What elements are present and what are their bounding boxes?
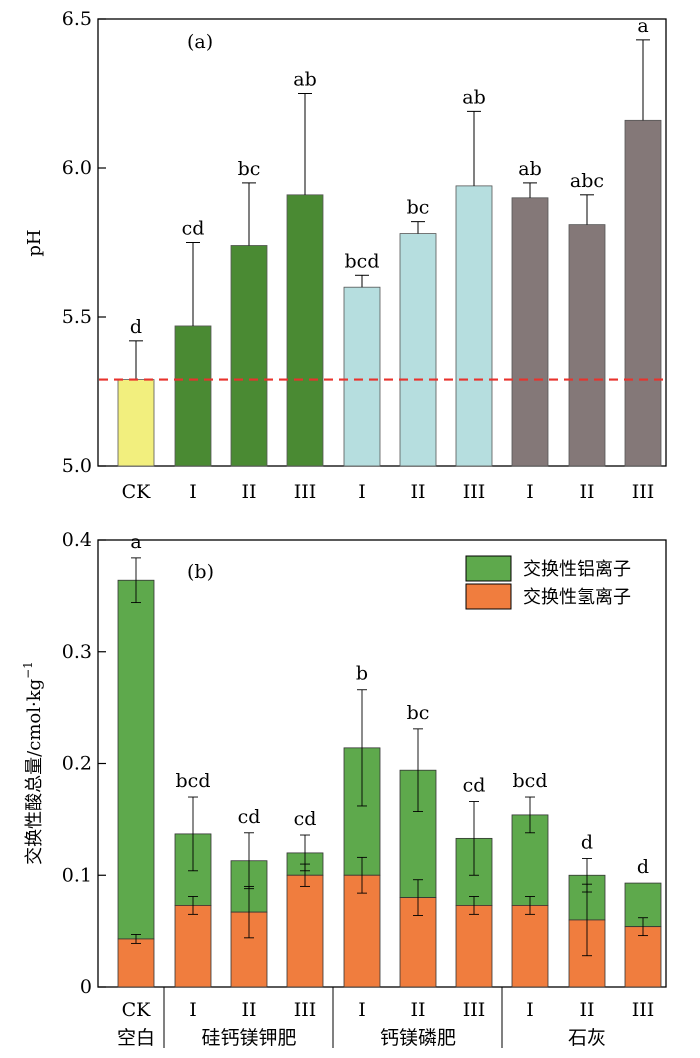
panel-a-x-labels: CK I II III I II III I II III (122, 481, 655, 503)
bar-h (286, 874, 324, 988)
significance-label: a (637, 15, 648, 37)
significance-label: bc (407, 702, 430, 724)
bar (286, 194, 324, 467)
bar (511, 197, 549, 467)
panel-a-y-ticks: 5.0 5.5 6.0 6.5 (62, 8, 106, 477)
significance-label: bcd (513, 770, 548, 792)
significance-label: b (356, 663, 368, 685)
y-tick-label: 5.0 (62, 455, 92, 477)
significance-label: cd (238, 806, 261, 828)
significance-label: ab (518, 158, 542, 180)
significance-label: d (637, 856, 649, 878)
panel-a-tag: (a) (187, 31, 213, 53)
x-tick-label: II (241, 481, 256, 503)
bar (399, 233, 437, 467)
x-tick-label: III (632, 481, 655, 503)
significance-label: cd (294, 808, 317, 830)
x-tick-label: III (463, 481, 486, 503)
legend-swatch-al (465, 555, 512, 582)
bar-h (455, 905, 493, 988)
significance-label: bcd (176, 770, 211, 792)
bar-h (511, 905, 549, 988)
bar (117, 379, 155, 467)
legend-label-al: 交换性铝离子 (523, 559, 631, 580)
bar (624, 119, 662, 467)
x-tick-label: II (579, 481, 594, 503)
y-tick-label: 6.0 (62, 157, 92, 179)
panel-b-tag: (b) (187, 561, 214, 583)
x-tick-label: II (579, 999, 594, 1021)
significance-label: d (581, 831, 593, 853)
significance-label: cd (463, 774, 486, 796)
x-tick-label: III (294, 999, 317, 1021)
significance-label: ab (293, 69, 317, 91)
x-tick-label: I (358, 999, 366, 1021)
bar-h (624, 926, 662, 988)
bar-h (174, 905, 212, 988)
panel-b-legend: 交换性铝离子 交换性氢离子 (465, 555, 631, 610)
x-tick-label: III (463, 999, 486, 1021)
x-tick-label: CK (122, 481, 152, 503)
group-label: 钙镁磷肥 (380, 1027, 456, 1049)
x-tick-label: II (410, 481, 425, 503)
significance-label: a (130, 531, 141, 553)
x-tick-label: III (294, 481, 317, 503)
bar (174, 325, 212, 467)
significance-label: bc (407, 197, 430, 219)
group-label: 硅钙镁钾肥 (201, 1027, 296, 1049)
panel-b-ylabel-sup: −1 (21, 661, 35, 679)
panel-a-ylabel: pH (24, 229, 45, 256)
x-tick-label: I (358, 481, 366, 503)
significance-label: abc (570, 170, 604, 192)
panel-b-ylabel: 交换性酸总量/cmol·kg−1 (21, 661, 45, 865)
panel-b-ylabel-main: 交换性酸总量/cmol·kg (24, 679, 45, 865)
panel-a-frame (97, 18, 667, 467)
significance-label: bc (238, 158, 261, 180)
y-tick-label: 0.2 (62, 753, 92, 775)
panel-b: (b) 交换性酸总量/cmol·kg−1 00.10.20.30.4 abcdc… (21, 529, 667, 1049)
y-tick-label: 6.5 (62, 8, 92, 30)
x-tick-label: I (526, 999, 534, 1021)
y-tick-label: 5.5 (62, 306, 92, 328)
panel-b-y-ticks: 0 0.1 0.2 0.3 0.4 (62, 529, 106, 998)
x-tick-label: I (526, 481, 534, 503)
significance-label: bcd (345, 250, 380, 272)
x-tick-label: I (189, 999, 197, 1021)
bar (455, 185, 493, 467)
significance-label: d (130, 316, 142, 338)
panel-a: (a) pH 5.0 5.5 6.0 6.5 d cd bc ab bcd bc ab ab abc a… (24, 8, 667, 503)
y-tick-label: 0.1 (62, 864, 92, 886)
y-tick-label: 0.3 (62, 641, 92, 663)
x-tick-label: III (632, 999, 655, 1021)
significance-label: cd (182, 218, 205, 240)
legend-swatch-h (465, 583, 512, 610)
group-label: 石灰 (568, 1027, 606, 1049)
bar (343, 286, 381, 467)
bar-h (117, 938, 155, 988)
panel-a-bars: d cd bc ab bcd bc ab ab abc a (99, 15, 665, 467)
significance-label: ab (462, 86, 486, 108)
x-tick-label: II (241, 999, 256, 1021)
y-tick-label: 0.4 (62, 529, 92, 551)
legend-label-h: 交换性氢离子 (523, 587, 631, 608)
bar (230, 245, 268, 467)
x-tick-label: II (410, 999, 425, 1021)
y-tick-label: 0 (80, 976, 92, 998)
x-tick-label: CK (122, 999, 152, 1021)
bar-al (117, 579, 155, 940)
bar (568, 224, 606, 467)
group-label: 空白 (117, 1027, 155, 1049)
panel-b-bars: a bcd cd cd b bc cd bcd d d (117, 531, 662, 988)
x-tick-label: I (189, 481, 197, 503)
